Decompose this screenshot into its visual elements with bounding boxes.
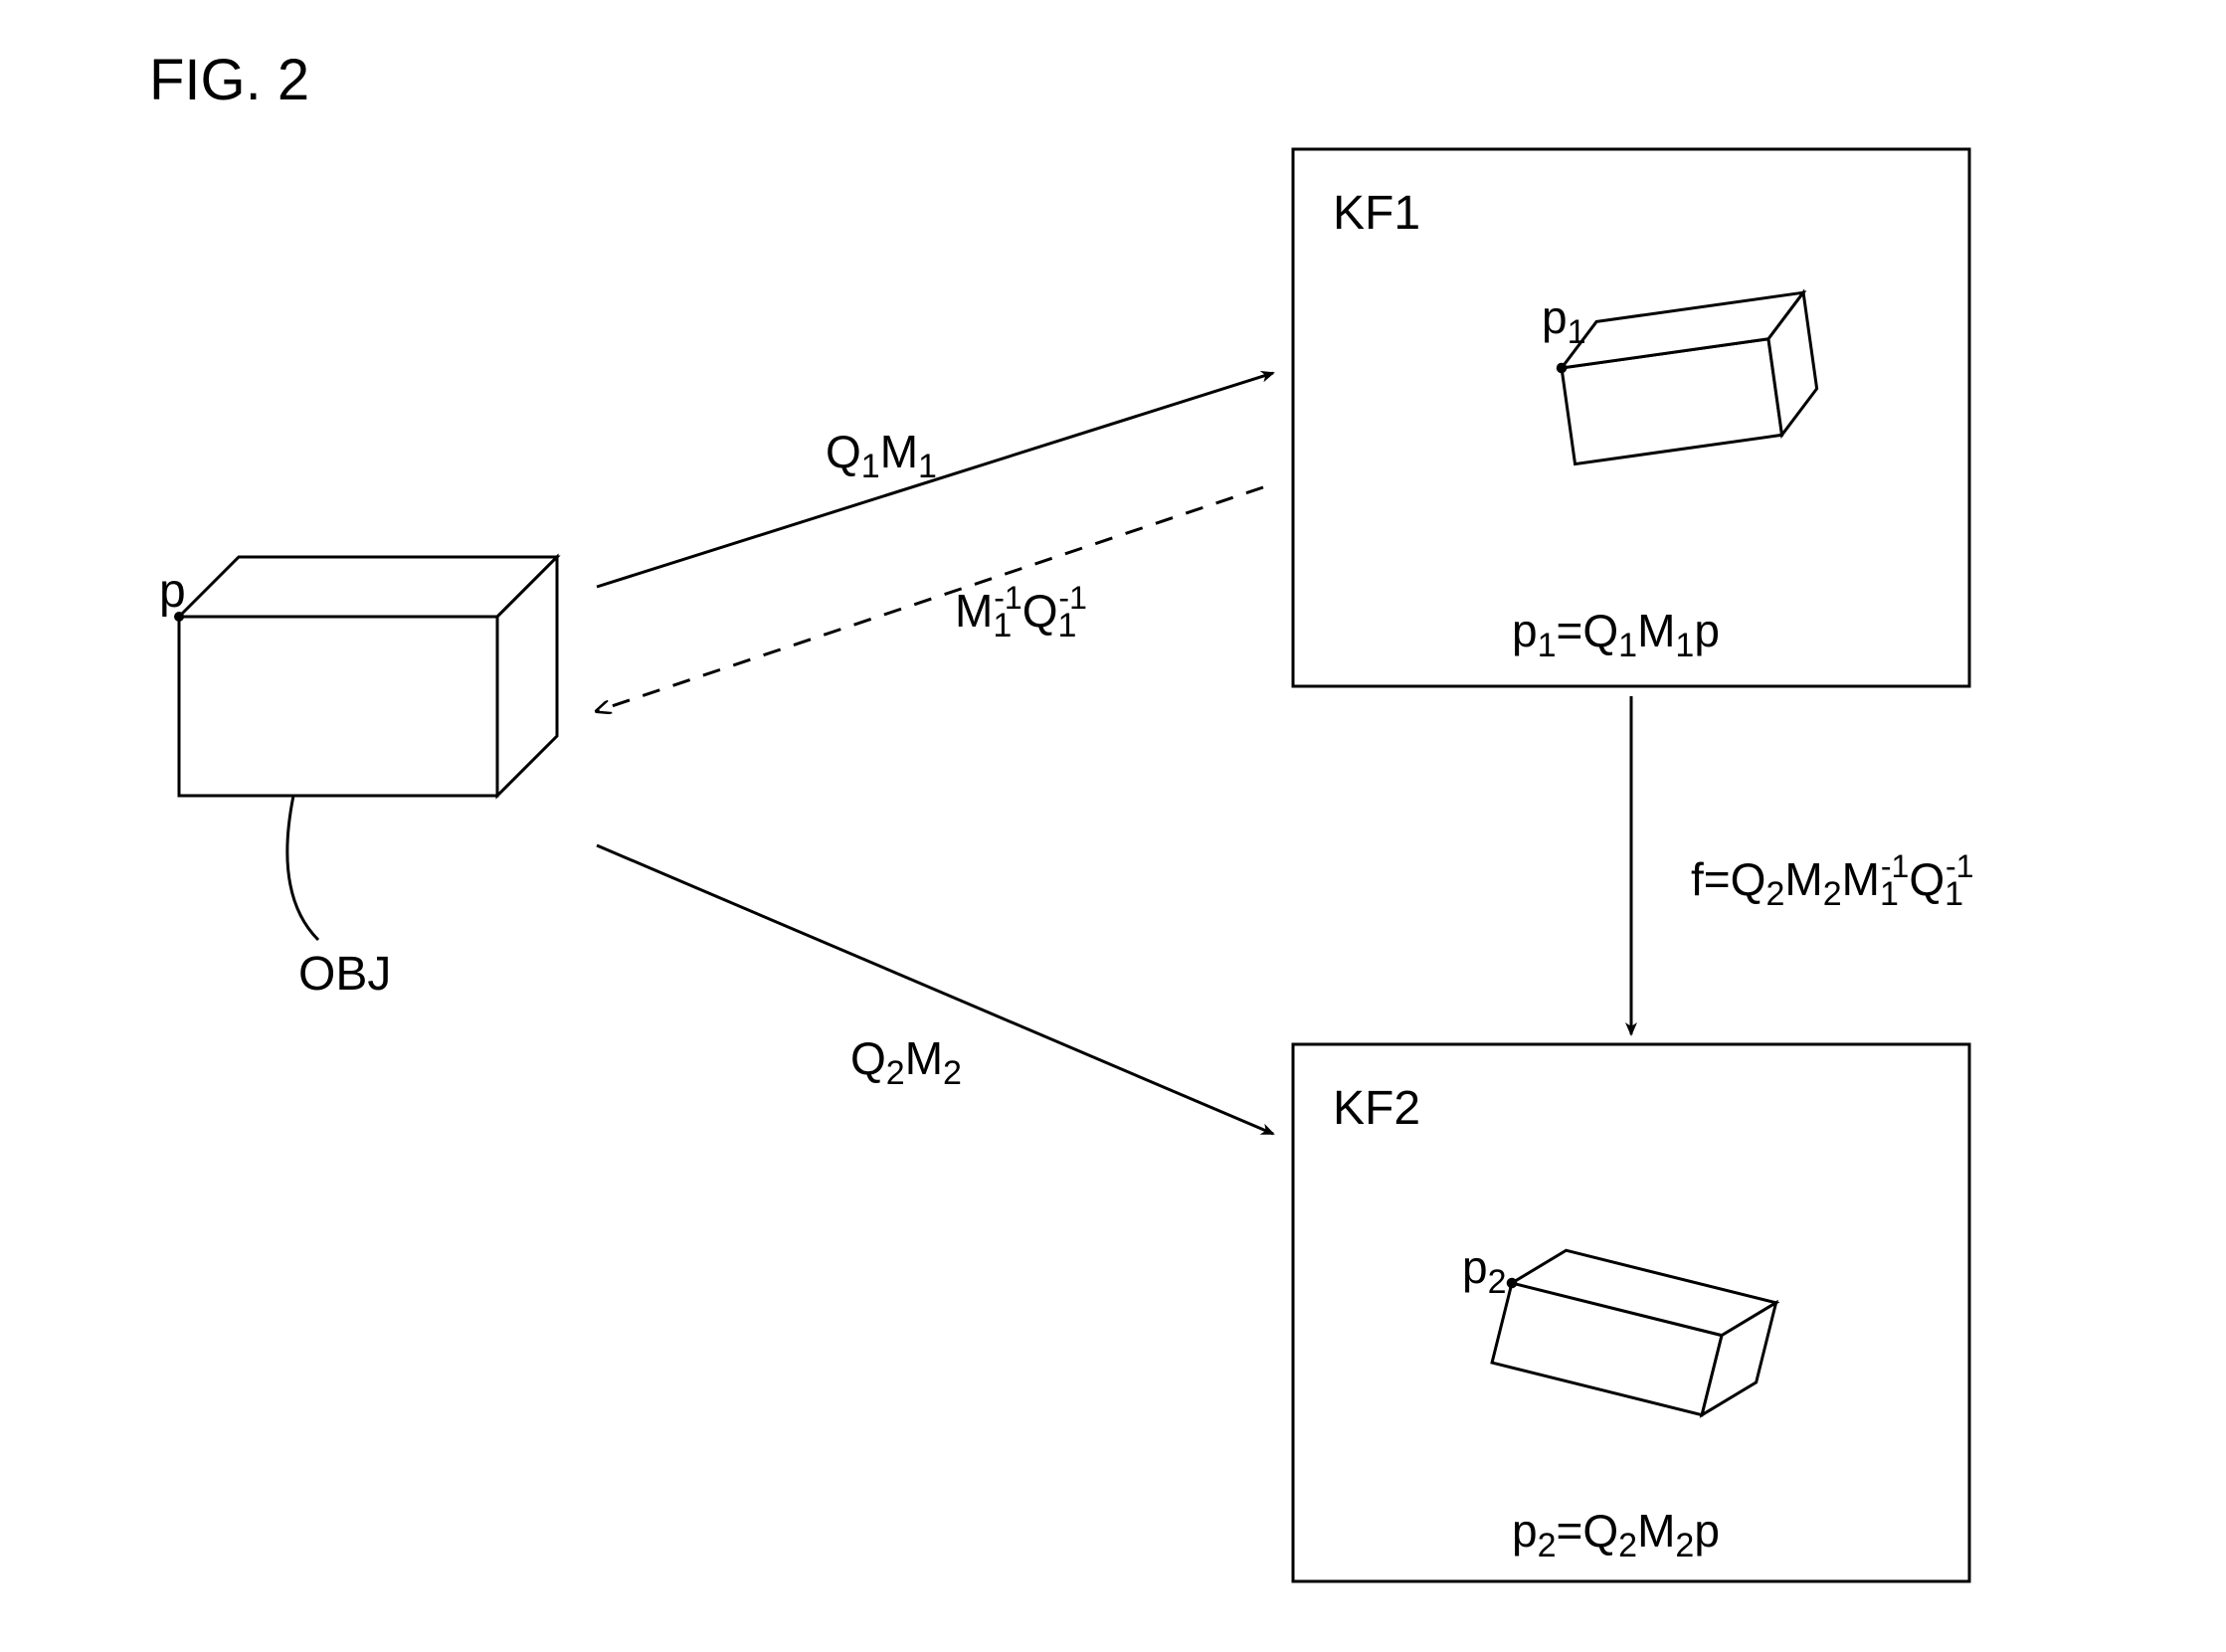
- kf2-frame: KF2 p2 p2=Q2M2p: [1293, 1044, 1969, 1581]
- arrow-m1q1-inv: [597, 487, 1263, 711]
- kf1-label: KF1: [1333, 187, 1420, 240]
- arrow-q1m1-label: Q1M1: [826, 426, 937, 485]
- kf2-label: KF2: [1333, 1082, 1420, 1135]
- obj-cuboid: [174, 557, 557, 796]
- kf1-frame: KF1 p1 p1=Q1M1p: [1293, 149, 1969, 686]
- figure-title: FIG. 2: [149, 48, 309, 112]
- diagram-svg: FIG. 2 p OBJ KF1 p1 p1=Q1M1p KF2: [0, 0, 2226, 1652]
- arrow-q2m2: [597, 845, 1273, 1134]
- diagram-container: FIG. 2 p OBJ KF1 p1 p1=Q1M1p KF2: [0, 0, 2226, 1652]
- arrow-f-label: f=Q2M2M1-1Q1-1: [1691, 848, 1973, 913]
- obj-name-label: OBJ: [298, 948, 391, 1001]
- arrow-m1q1-inv-label: M1-1Q1-1: [955, 580, 1087, 644]
- arrow-q2m2-label: Q2M2: [850, 1032, 962, 1092]
- obj-p-label: p: [159, 565, 186, 618]
- obj-leader-line: [287, 796, 318, 940]
